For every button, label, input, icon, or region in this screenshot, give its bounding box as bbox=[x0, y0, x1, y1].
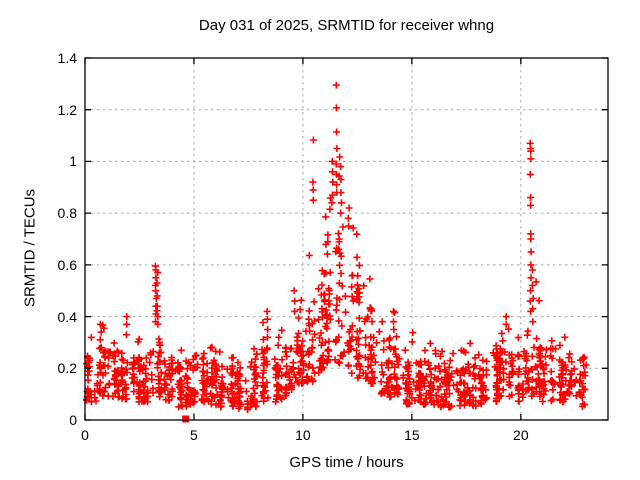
chart-title: Day 031 of 2025, SRMTID for receiver whn… bbox=[198, 17, 495, 34]
x-axis-title: GPS time / hours bbox=[289, 454, 404, 471]
x-tick-label-0: 0 bbox=[81, 427, 89, 443]
y-tick-label-0.4: 0.4 bbox=[57, 308, 77, 325]
x-tick-label-10: 10 bbox=[295, 427, 311, 443]
zero-value-square-marker bbox=[182, 415, 190, 423]
y-tick-label-0.6: 0.6 bbox=[57, 256, 77, 273]
x-tick-label-15: 15 bbox=[404, 427, 420, 443]
grid-lines bbox=[85, 58, 608, 420]
y-tick-label-1.2: 1.2 bbox=[57, 101, 77, 118]
y-tick-label-1.4: 1.4 bbox=[57, 50, 77, 66]
y-tick-label-0.8: 0.8 bbox=[57, 205, 77, 222]
y-tick-label-0: 0 bbox=[69, 412, 77, 428]
plot-border bbox=[84, 57, 609, 421]
y-tick-label-1: 1 bbox=[69, 153, 77, 170]
y-tick-label-0.2: 0.2 bbox=[57, 360, 77, 377]
data-points bbox=[82, 81, 590, 414]
x-tick-label-20: 20 bbox=[513, 427, 529, 443]
x-tick-label-5: 5 bbox=[190, 427, 198, 443]
